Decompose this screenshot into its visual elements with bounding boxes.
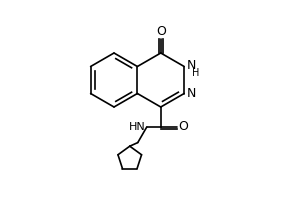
Text: O: O bbox=[156, 25, 166, 38]
Text: N: N bbox=[187, 59, 196, 72]
Text: N: N bbox=[187, 87, 196, 100]
Text: HN: HN bbox=[129, 122, 146, 132]
Text: H: H bbox=[192, 68, 200, 78]
Text: O: O bbox=[178, 120, 188, 134]
